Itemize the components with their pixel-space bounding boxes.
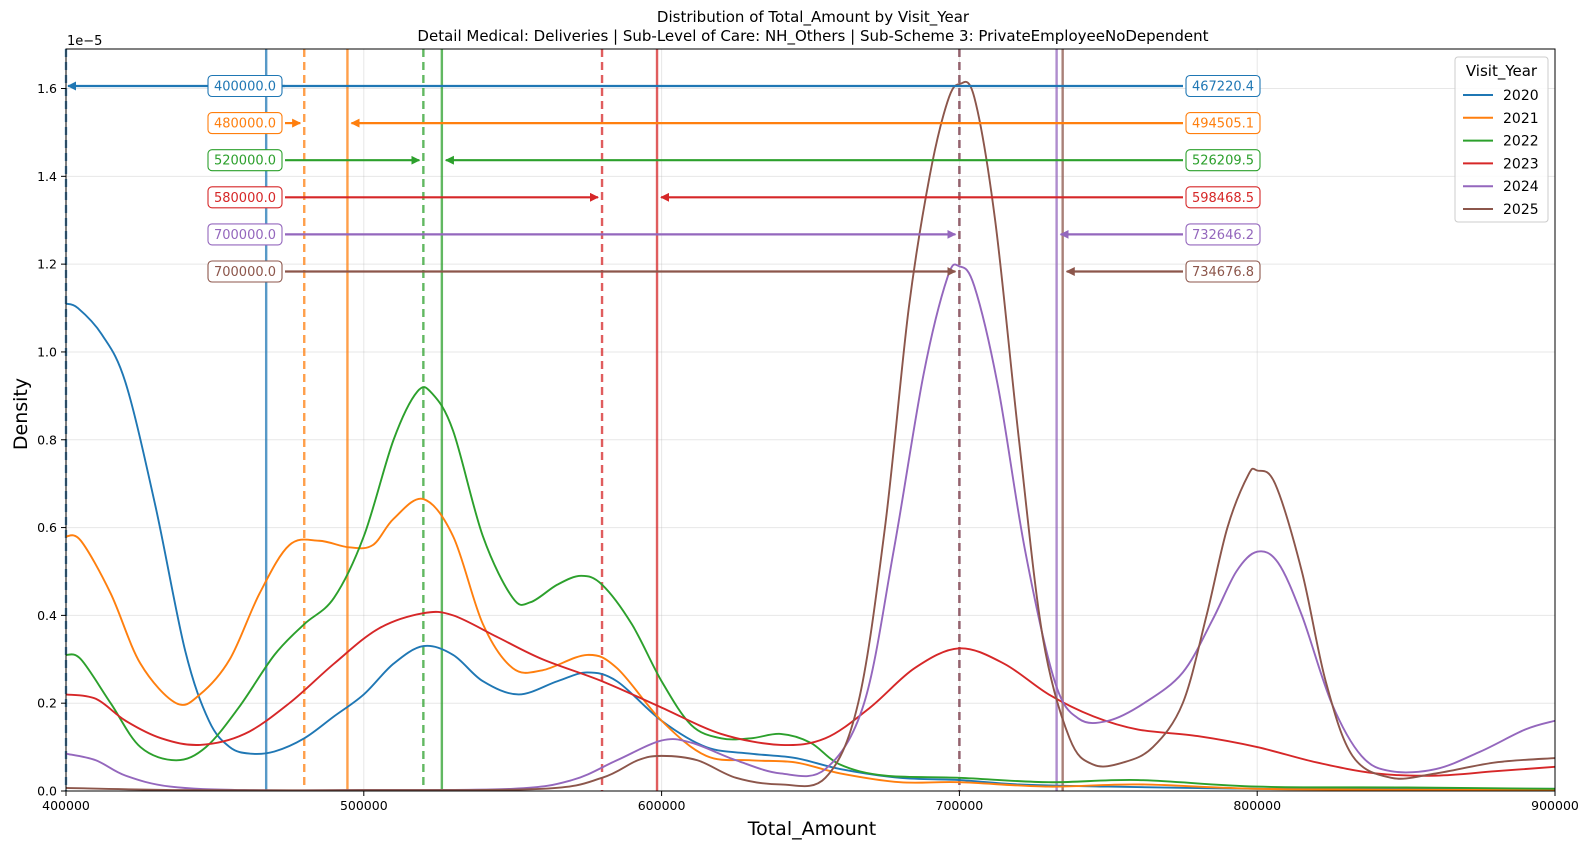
y-tick-label: 1.0 (37, 344, 57, 359)
x-tick-label: 700000 (936, 798, 984, 813)
median-label-box (207, 186, 283, 209)
x-axis-label: Total_Amount (747, 818, 877, 840)
mean-label-box (1185, 74, 1261, 98)
median-label: 400000.0 (214, 80, 276, 95)
mean-label: 467220.4 (1192, 80, 1254, 95)
y-axis-label: Density (10, 378, 32, 450)
legend-entry-2025: 2025 (1503, 202, 1539, 218)
y-tick-label: 0.0 (37, 784, 57, 799)
legend: Visit_Year 2020 2021 2022 2023 2024 2025 (1454, 56, 1549, 223)
legend-title: Visit_Year (1466, 62, 1538, 81)
density-curve-2025 (65, 80, 1556, 792)
y-tick-label: 0.2 (37, 696, 57, 711)
density-curves (65, 80, 1556, 792)
median-label-box (207, 74, 283, 98)
chart-title: Distribution of Total_Amount by Visit_Ye… (657, 8, 970, 27)
plot-frame (65, 48, 1556, 792)
chart-subtitle: Detail Medical: Deliveries | Sub-Level o… (417, 27, 1208, 46)
y-tick-label: 1.4 (37, 169, 57, 184)
median-label: 480000.0 (214, 117, 276, 132)
axes: 400000 500000 600000 700000 800000 900000 0.0 0… (37, 48, 1579, 813)
mean-label: 734676.8 (1192, 265, 1254, 280)
density-curve-2020 (65, 302, 1555, 790)
legend-entry-2021: 2021 (1503, 111, 1539, 127)
median-label-box (207, 112, 283, 135)
legend-entry-2022: 2022 (1503, 134, 1539, 150)
median-label-box (207, 149, 283, 172)
y-tick-label: 1.2 (37, 257, 57, 272)
mean-label: 494505.1 (1192, 117, 1254, 132)
legend-entry-2023: 2023 (1503, 156, 1539, 172)
density-curve-2022 (65, 386, 1556, 790)
legend-entry-2024: 2024 (1503, 179, 1539, 195)
y-offset-label: 1e−5 (67, 34, 102, 49)
mean-label: 598468.5 (1192, 191, 1254, 206)
median-label-box (207, 223, 283, 246)
median-label: 520000.0 (214, 154, 276, 169)
x-tick-label: 400000 (42, 798, 90, 813)
density-curve-2021 (65, 497, 1556, 792)
x-tick-label: 600000 (638, 798, 686, 813)
annotations: 400000.0 467220.4 480000.0 494505.1 520000.0… (67, 74, 1261, 283)
median-label: 580000.0 (214, 191, 276, 206)
mean-label-box (1185, 149, 1261, 172)
mean-label: 732646.2 (1192, 228, 1254, 243)
y-tick-label: 0.4 (37, 608, 57, 623)
mean-label-box (1185, 260, 1261, 283)
x-tick-label: 500000 (340, 798, 388, 813)
median-label-box (207, 260, 283, 283)
legend-entry-2020: 2020 (1503, 88, 1539, 104)
mean-label-box (1185, 112, 1261, 135)
y-tick-label: 0.6 (37, 520, 57, 535)
mean-label: 526209.5 (1192, 154, 1254, 169)
x-tick-label: 900000 (1531, 798, 1579, 813)
mean-median-lines (64, 49, 1064, 791)
y-tick-label: 0.8 (37, 432, 57, 447)
mean-label-box (1185, 186, 1261, 209)
density-curve-2023 (65, 610, 1556, 777)
y-tick-label: 1.6 (37, 81, 57, 96)
legend-box (1454, 56, 1549, 223)
x-tick-label: 800000 (1233, 798, 1281, 813)
median-label: 700000.0 (214, 228, 276, 243)
mean-label-box (1185, 223, 1261, 246)
median-label: 700000.0 (214, 265, 276, 280)
